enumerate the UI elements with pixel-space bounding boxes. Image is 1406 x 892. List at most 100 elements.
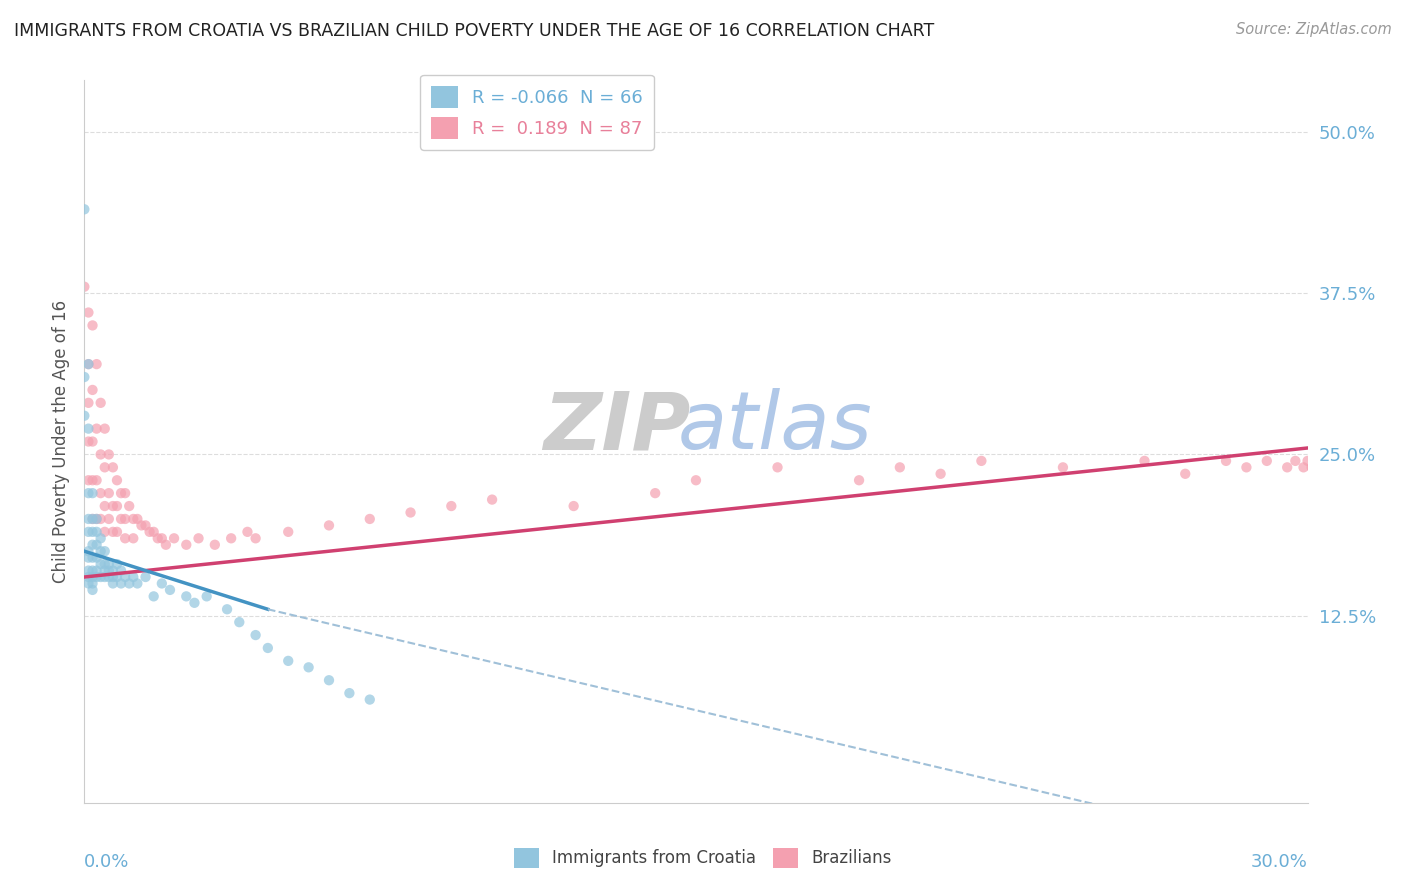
Point (1378, 467, 1400, 481)
Point (97, 486, 120, 500)
Point (93, 557, 115, 571)
Point (131, 518, 153, 533)
Point (93, 544, 115, 558)
Point (1215, 454, 1237, 468)
Text: IMMIGRANTS FROM CROATIA VS BRAZILIAN CHILD POVERTY UNDER THE AGE OF 16 CORRELATI: IMMIGRANTS FROM CROATIA VS BRAZILIAN CHI… (14, 22, 935, 40)
Point (101, 499, 124, 513)
Point (118, 576, 141, 591)
Point (929, 467, 952, 481)
Point (110, 576, 132, 591)
Point (440, 499, 463, 513)
Point (93, 460, 115, 475)
Point (245, 628, 267, 642)
Point (97, 564, 120, 578)
Point (73, 370, 96, 384)
Point (174, 538, 197, 552)
Point (97, 512, 120, 526)
Point (77, 473, 100, 487)
Point (90, 531, 112, 545)
Point (114, 531, 136, 545)
Point (82, 550, 104, 565)
Point (359, 512, 381, 526)
Point (101, 570, 124, 584)
Point (90, 486, 112, 500)
Point (1301, 460, 1323, 475)
Point (135, 570, 157, 584)
Point (82, 486, 104, 500)
Point (77, 512, 100, 526)
Point (159, 582, 181, 597)
Point (1337, 467, 1360, 481)
Point (86, 512, 108, 526)
Point (110, 486, 132, 500)
Point (217, 602, 239, 616)
Point (135, 518, 157, 533)
Point (1133, 454, 1156, 468)
Point (105, 524, 128, 539)
Point (90, 447, 112, 461)
Point (93, 570, 115, 584)
Point (93, 524, 115, 539)
Point (110, 564, 132, 578)
Point (86, 512, 108, 526)
Y-axis label: Child Poverty Under the Age of 16: Child Poverty Under the Age of 16 (52, 300, 70, 583)
Text: 30.0%: 30.0% (1251, 854, 1308, 871)
Point (86, 550, 108, 565)
Point (1399, 460, 1406, 475)
Point (82, 512, 104, 526)
Point (122, 512, 145, 526)
Point (82, 473, 104, 487)
Point (118, 499, 141, 513)
Point (142, 524, 165, 539)
Point (277, 524, 299, 539)
Point (339, 686, 361, 700)
Point (73, 279, 96, 293)
Point (97, 447, 120, 461)
Point (105, 473, 128, 487)
Point (685, 473, 707, 487)
Point (93, 499, 115, 513)
Point (90, 396, 112, 410)
Point (155, 538, 177, 552)
Text: ZIP: ZIP (543, 388, 690, 467)
Point (77, 486, 100, 500)
Point (766, 460, 789, 475)
Point (174, 590, 197, 604)
Point (236, 524, 259, 539)
Point (86, 524, 108, 539)
Point (1305, 460, 1327, 475)
Point (970, 454, 993, 468)
Point (1174, 467, 1197, 481)
Point (90, 512, 112, 526)
Point (77, 576, 100, 591)
Point (114, 512, 136, 526)
Point (644, 486, 666, 500)
Point (257, 640, 280, 655)
Point (105, 570, 128, 584)
Point (187, 531, 209, 545)
Point (77, 550, 100, 565)
Point (77, 544, 100, 558)
Point (73, 409, 96, 423)
Point (101, 524, 124, 539)
Point (195, 590, 218, 604)
Point (82, 582, 104, 597)
Point (90, 570, 112, 584)
Point (142, 590, 165, 604)
Point (82, 434, 104, 449)
Point (127, 512, 149, 526)
Point (298, 660, 321, 674)
Point (77, 570, 100, 584)
Point (82, 524, 104, 539)
Point (90, 557, 112, 571)
Point (848, 473, 870, 487)
Text: atlas: atlas (678, 388, 873, 467)
Point (150, 576, 173, 591)
Point (562, 499, 585, 513)
Point (82, 318, 104, 333)
Point (318, 518, 340, 533)
Point (93, 422, 115, 436)
Point (105, 557, 128, 571)
Point (77, 422, 100, 436)
Point (1277, 460, 1299, 475)
